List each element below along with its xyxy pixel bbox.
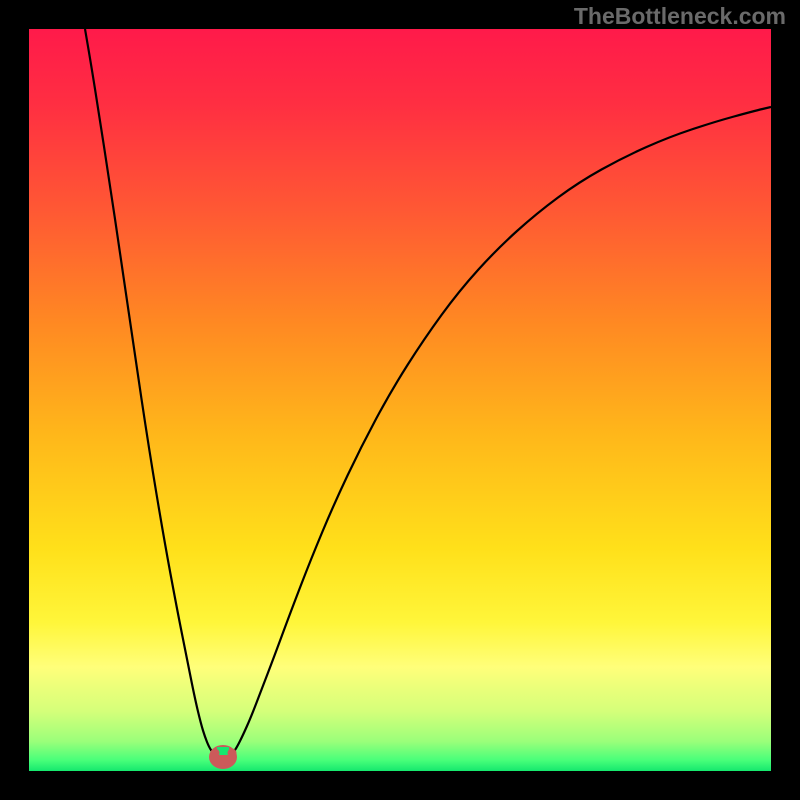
- marker-dot-right: [228, 749, 237, 758]
- plot-area: [29, 29, 771, 771]
- marker-dot-left: [211, 749, 220, 758]
- chart-container: TheBottleneck.com: [0, 0, 800, 800]
- watermark-text: TheBottleneck.com: [574, 3, 786, 30]
- gradient-plot: [29, 29, 771, 771]
- bottleneck-marker: [209, 745, 237, 769]
